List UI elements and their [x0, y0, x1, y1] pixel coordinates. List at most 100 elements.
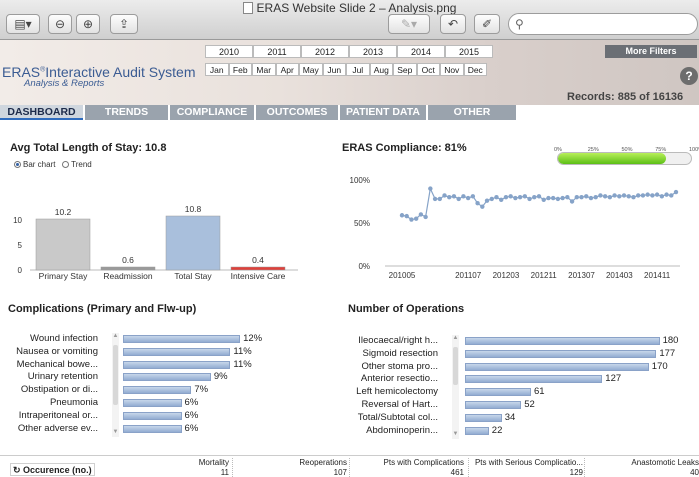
data-point[interactable]: [442, 193, 447, 198]
data-point[interactable]: [503, 195, 509, 200]
data-point[interactable]: [560, 195, 565, 201]
data-point[interactable]: [640, 193, 646, 198]
data-point[interactable]: [612, 193, 617, 198]
data-point[interactable]: [617, 194, 622, 199]
list-item[interactable]: Sigmoid resection 177: [340, 348, 690, 360]
data-point[interactable]: [546, 195, 551, 201]
data-point[interactable]: [541, 197, 546, 202]
data-point[interactable]: [631, 195, 636, 200]
month-feb[interactable]: Feb: [228, 63, 252, 76]
data-point[interactable]: [499, 197, 504, 202]
list-item[interactable]: Ileocaecal/right h... 180: [340, 335, 690, 347]
month-dec[interactable]: Dec: [463, 63, 487, 76]
scroll-up-icon[interactable]: ▲: [112, 333, 119, 339]
data-point[interactable]: [470, 194, 476, 199]
data-point[interactable]: [409, 217, 414, 222]
tab-dashboard[interactable]: DASHBOARD: [0, 105, 83, 120]
list-item[interactable]: Left hemicolectomy 61: [340, 386, 690, 398]
data-point[interactable]: [650, 193, 655, 198]
list-item[interactable]: Anterior resectio... 127: [340, 373, 690, 385]
data-point[interactable]: [489, 196, 494, 202]
data-point[interactable]: [565, 195, 570, 200]
month-mar[interactable]: Mar: [252, 63, 276, 76]
data-point[interactable]: [593, 195, 598, 200]
scroll-down-icon[interactable]: ▼: [452, 431, 459, 437]
scroll-up-icon[interactable]: ▲: [452, 335, 459, 341]
share-button[interactable]: ⇪: [110, 14, 138, 34]
month-apr[interactable]: Apr: [275, 63, 299, 76]
complications-scrollbar[interactable]: ▲ ▼: [112, 333, 119, 437]
data-point[interactable]: [607, 195, 613, 200]
data-point[interactable]: [484, 198, 490, 203]
data-point[interactable]: [654, 192, 660, 197]
tab-trends[interactable]: TRENDS: [85, 105, 168, 120]
data-point[interactable]: [423, 214, 428, 220]
data-point[interactable]: [522, 194, 528, 199]
data-point[interactable]: [645, 192, 650, 197]
markup-button[interactable]: ✎▾: [388, 14, 430, 34]
month-jan[interactable]: Jan: [205, 63, 229, 76]
data-point[interactable]: [437, 196, 442, 202]
list-item[interactable]: Pneumonia 6%: [0, 397, 350, 409]
data-point[interactable]: [584, 194, 589, 199]
data-point[interactable]: [621, 193, 627, 198]
scroll-down-icon[interactable]: ▼: [112, 429, 119, 435]
month-nov[interactable]: Nov: [440, 63, 464, 76]
scroll-thumb[interactable]: [453, 347, 458, 385]
data-point[interactable]: [418, 212, 424, 217]
month-sep[interactable]: Sep: [393, 63, 417, 76]
data-point[interactable]: [569, 199, 575, 204]
data-point[interactable]: [508, 194, 513, 199]
bar-primary-stay[interactable]: [35, 218, 91, 271]
data-point[interactable]: [555, 196, 561, 202]
data-point[interactable]: [465, 195, 471, 201]
search-field[interactable]: ⚲: [508, 13, 698, 35]
data-point[interactable]: [447, 195, 452, 200]
more-filters-button[interactable]: More Filters: [605, 45, 697, 58]
list-item[interactable]: Other stoma pro... 170: [340, 361, 690, 373]
list-item[interactable]: Wound infection 12%: [0, 333, 350, 345]
data-point[interactable]: [513, 195, 518, 201]
data-point[interactable]: [399, 213, 405, 218]
list-item[interactable]: Nausea or vomiting 11%: [0, 346, 350, 358]
help-button[interactable]: ?: [680, 67, 698, 85]
year-2010[interactable]: 2010: [205, 45, 253, 58]
list-item[interactable]: Other adverse ev... 6%: [0, 423, 350, 435]
data-point[interactable]: [527, 196, 532, 202]
bar-intensive-care[interactable]: [230, 266, 286, 271]
tab-compliance[interactable]: COMPLIANCE: [170, 105, 254, 120]
year-2012[interactable]: 2012: [301, 45, 349, 58]
data-point[interactable]: [626, 194, 631, 199]
zoom-out-button[interactable]: ⊖: [48, 14, 72, 34]
scroll-thumb[interactable]: [113, 345, 118, 405]
data-point[interactable]: [480, 204, 485, 209]
rotate-button[interactable]: ↶: [440, 14, 466, 34]
data-point[interactable]: [461, 194, 466, 199]
list-item[interactable]: Urinary retention 9%: [0, 371, 350, 383]
bar-total-stay[interactable]: [165, 215, 221, 271]
data-point[interactable]: [673, 189, 679, 195]
operations-scrollbar[interactable]: ▲ ▼: [452, 335, 459, 439]
edit-button[interactable]: ✐: [474, 14, 500, 34]
search-input[interactable]: [531, 16, 691, 32]
tab-outcomes[interactable]: OUTCOMES: [256, 105, 338, 120]
list-item[interactable]: Intraperitoneal or... 6%: [0, 410, 350, 422]
data-point[interactable]: [579, 195, 584, 200]
data-point[interactable]: [664, 192, 669, 197]
data-point[interactable]: [494, 195, 499, 200]
tab-patient-data[interactable]: PATIENT DATA: [340, 105, 426, 120]
data-point[interactable]: [602, 194, 608, 199]
month-jul[interactable]: Jul: [346, 63, 370, 76]
bar-readmission[interactable]: [100, 266, 156, 271]
data-point[interactable]: [636, 193, 641, 198]
data-point[interactable]: [588, 195, 594, 201]
data-point[interactable]: [669, 193, 674, 198]
data-point[interactable]: [550, 195, 556, 201]
data-point[interactable]: [659, 194, 665, 199]
month-aug[interactable]: Aug: [369, 63, 393, 76]
year-2013[interactable]: 2013: [349, 45, 397, 58]
year-2015[interactable]: 2015: [445, 45, 493, 58]
data-point[interactable]: [517, 195, 523, 200]
year-2011[interactable]: 2011: [253, 45, 301, 58]
data-point[interactable]: [536, 194, 542, 199]
